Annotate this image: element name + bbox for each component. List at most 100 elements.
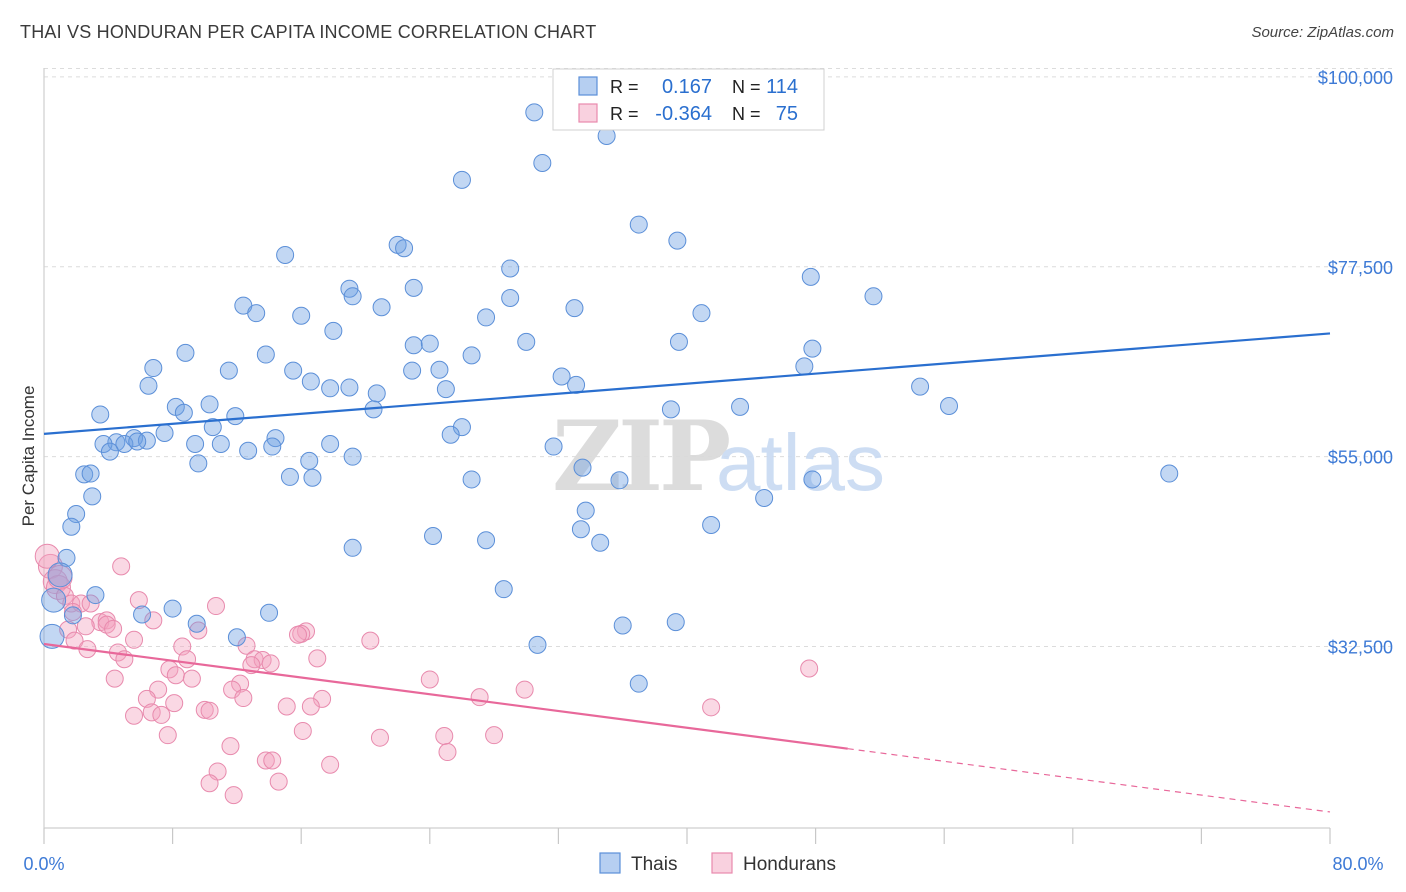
- thais-point: [227, 628, 246, 647]
- thais-point: [692, 304, 711, 323]
- legend-hondurans-label: Hondurans: [743, 854, 836, 875]
- thais-point: [803, 470, 822, 489]
- gridlines: [44, 67, 1395, 648]
- thais-point: [343, 287, 362, 306]
- thais-point: [86, 586, 105, 605]
- thais-point: [544, 437, 563, 456]
- thais-point: [128, 432, 147, 451]
- thais-point: [420, 334, 439, 353]
- hondurans-point: [308, 649, 327, 668]
- hondurans-trend-line: [43, 642, 848, 750]
- thais-point: [47, 562, 73, 588]
- thais-point: [477, 531, 496, 550]
- thais-point: [436, 380, 455, 399]
- thais-point: [462, 470, 481, 489]
- hondurans-point: [129, 591, 148, 610]
- hondurans-point: [361, 631, 380, 650]
- hondurans-point: [370, 728, 389, 747]
- hondurans-point: [321, 755, 340, 774]
- thais-point: [163, 599, 182, 618]
- thais-r-label: R =: [610, 77, 639, 97]
- hondurans-point: [125, 706, 144, 725]
- thais-point: [57, 548, 76, 567]
- thais-point: [430, 360, 449, 379]
- hondurans-point: [800, 659, 819, 678]
- thais-point: [211, 435, 230, 453]
- axes: [43, 68, 1331, 844]
- thais-point: [462, 346, 481, 365]
- thais-point: [666, 613, 685, 632]
- thais-point: [81, 464, 100, 483]
- thais-point: [613, 616, 632, 635]
- thais-point: [567, 375, 586, 394]
- y-tick-label-0: $32,500: [1328, 638, 1393, 658]
- hondurans-r-value: -0.364: [655, 103, 712, 125]
- thais-point: [239, 441, 258, 460]
- thais-point: [41, 587, 67, 613]
- thais-swatch: [578, 76, 598, 96]
- thais-point: [803, 339, 822, 358]
- thais-point: [1160, 464, 1179, 483]
- thais-point: [404, 336, 423, 355]
- hondurans-point: [125, 630, 144, 649]
- hondurans-point: [195, 700, 214, 719]
- thais-point: [139, 376, 158, 395]
- hondurans-n-label: N =: [732, 104, 761, 124]
- thais-point: [39, 623, 65, 649]
- thais-point: [284, 361, 303, 380]
- thais-point: [343, 538, 362, 557]
- thais-point: [731, 397, 750, 416]
- hondurans-point: [152, 705, 171, 724]
- thais-point: [528, 635, 547, 654]
- hondurans-point: [288, 625, 307, 644]
- thais-point: [533, 153, 552, 172]
- thais-point: [94, 435, 113, 453]
- hondurans-point: [105, 669, 124, 688]
- hondurans-swatch: [578, 103, 598, 123]
- thais-point: [226, 407, 245, 426]
- hondurans-point: [104, 619, 123, 638]
- thais-point: [91, 405, 110, 424]
- hondurans-point: [269, 772, 288, 791]
- hondurans-point: [277, 697, 296, 716]
- hondurans-point: [234, 689, 253, 708]
- hondurans-point: [178, 650, 197, 669]
- hondurans-point: [165, 694, 184, 713]
- thais-point: [340, 378, 359, 397]
- hondurans-point: [420, 670, 439, 689]
- thais-point: [755, 489, 774, 508]
- bottom-legend: Thais Hondurans: [599, 852, 836, 875]
- thais-point: [610, 471, 629, 490]
- thais-point: [494, 580, 513, 599]
- hondurans-point: [702, 698, 721, 717]
- thais-point: [324, 321, 343, 340]
- thais-point: [155, 424, 174, 443]
- thais-point: [591, 533, 610, 552]
- hondurans-point: [166, 666, 185, 685]
- thais-point: [203, 418, 222, 437]
- thais-point: [83, 487, 102, 506]
- thais-point: [629, 674, 648, 693]
- thais-point: [301, 372, 320, 391]
- hondurans-point: [485, 726, 504, 745]
- y-axis-label: Per Capita Income: [19, 386, 38, 527]
- thais-point: [303, 468, 322, 487]
- thais-point: [219, 361, 238, 380]
- thais-point: [276, 245, 295, 264]
- thais-point: [174, 403, 193, 422]
- thais-point: [403, 361, 422, 380]
- hondurans-point: [224, 786, 243, 805]
- thais-point: [576, 501, 595, 520]
- source-label: Source: ZipAtlas.com: [1251, 24, 1394, 41]
- thais-point: [62, 517, 81, 536]
- thais-point: [144, 359, 163, 378]
- thais-point: [629, 215, 648, 234]
- thais-point: [280, 467, 299, 486]
- thais-point: [292, 306, 311, 325]
- thais-point: [452, 170, 471, 189]
- hondurans-point: [112, 557, 131, 576]
- thais-point: [552, 367, 571, 386]
- stats-legend-box: [552, 68, 825, 131]
- chart-title: THAI VS HONDURAN PER CAPITA INCOME CORRE…: [20, 22, 597, 42]
